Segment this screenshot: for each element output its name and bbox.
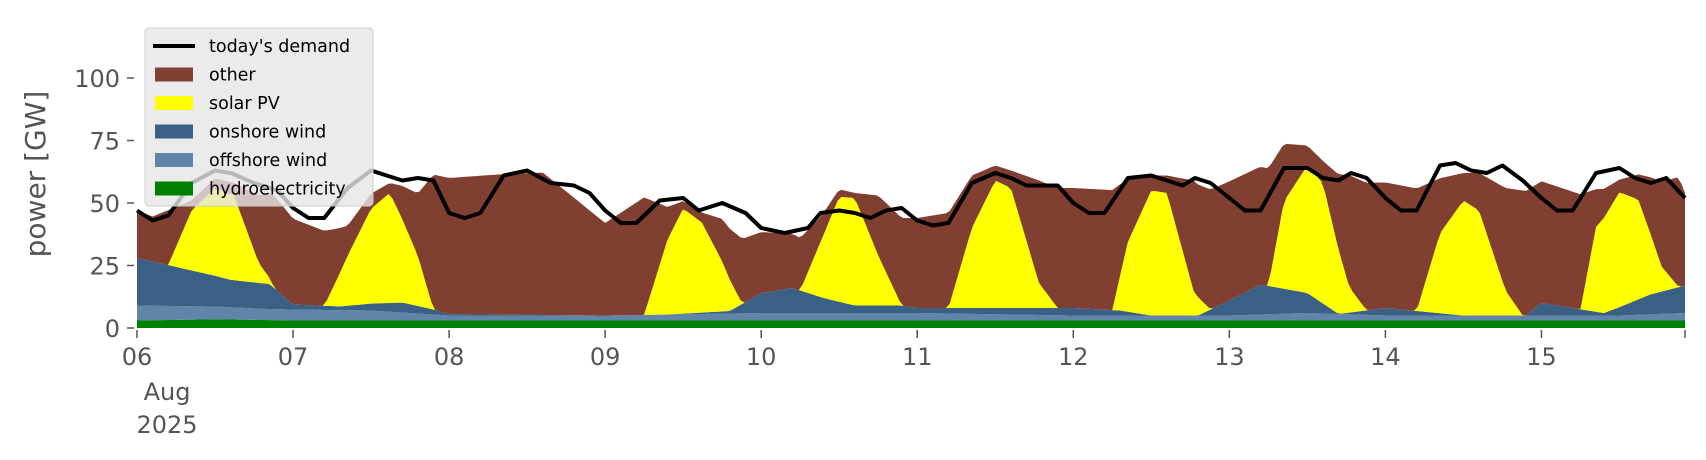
x-tick-label: 06 <box>122 343 153 371</box>
x-tick-label: 12 <box>1058 343 1089 371</box>
legend-swatch <box>155 181 193 196</box>
legend-label: other <box>209 66 256 86</box>
x-tick-label: 14 <box>1370 343 1401 371</box>
axes: 0 25 50 75 100 06 07 08 09 10 11 12 13 14 15 Aug 2025 p… <box>19 65 1686 439</box>
legend-swatch <box>155 67 193 82</box>
legend-swatch <box>155 153 193 167</box>
legend-label: onshore wind <box>209 123 326 143</box>
y-axis-label: power [GW] <box>19 91 52 258</box>
y-axis: 0 25 50 75 100 <box>74 65 134 343</box>
x-tick-label-extra: Aug <box>144 378 191 406</box>
y-tick-label: 100 <box>74 65 120 93</box>
x-tick-label: 15 <box>1526 343 1557 371</box>
area-onshore-wind <box>137 258 1685 316</box>
x-tick-label: 09 <box>590 343 621 371</box>
y-tick-label: 0 <box>105 315 120 343</box>
legend-items: today's demand other solar PV onshore wind o… <box>153 37 350 200</box>
legend-label: hydroelectricity <box>209 180 346 200</box>
area-other <box>137 143 1685 316</box>
demand-line <box>135 161 1687 235</box>
legend-swatch <box>155 124 193 139</box>
y-tick-label: 50 <box>89 190 120 218</box>
area-layers <box>137 143 1685 328</box>
x-tick-label: 13 <box>1214 343 1245 371</box>
legend: today's demand other solar PV onshore wind o… <box>144 27 374 207</box>
x-tick-label: 08 <box>434 343 465 371</box>
legend-label: offshore wind <box>209 151 327 171</box>
legend-label: today's demand <box>209 37 350 57</box>
y-tick-label: 25 <box>89 253 120 281</box>
x-tick-label-extra: 2025 <box>136 411 197 439</box>
x-tick-label: 11 <box>902 343 933 371</box>
legend-swatch <box>155 96 193 110</box>
x-axis: 06 07 08 09 10 11 12 13 14 15 Aug 2025 <box>122 330 1686 439</box>
x-tick-label: 10 <box>746 343 777 371</box>
x-tick-label: 07 <box>278 343 309 371</box>
y-tick-label: 75 <box>89 128 120 156</box>
legend-label: solar PV <box>209 94 280 114</box>
area-hydroelectricity <box>137 319 1685 328</box>
demand-layer <box>135 161 1687 235</box>
legend-background <box>144 27 374 207</box>
area-solar-pv <box>137 167 1685 316</box>
